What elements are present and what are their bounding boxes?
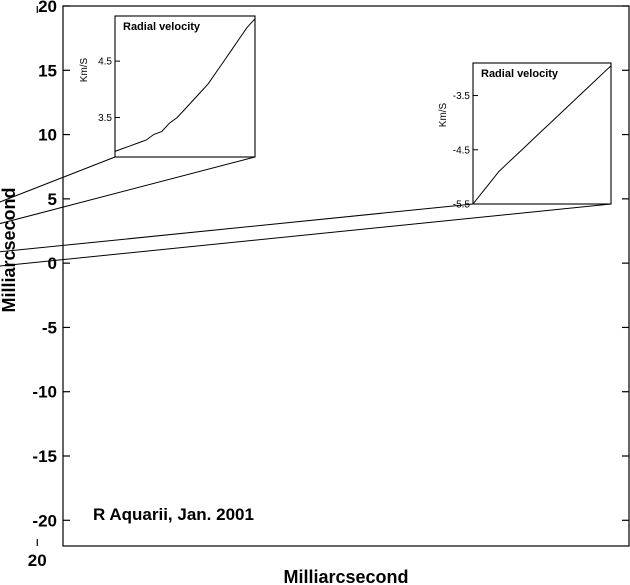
inset-pointer-left: [0, 203, 474, 253]
inset-tick-label: 3.5: [98, 113, 112, 124]
inset-tick-label: 4.5: [98, 57, 112, 68]
inset-pointer-left: [0, 156, 116, 203]
x-axis-title: Milliarcsecond: [283, 567, 408, 585]
inset-title: Radial velocity: [481, 68, 559, 80]
y-tick-label: 15: [38, 61, 57, 80]
y-tick-label: -10: [32, 383, 57, 402]
inset-velocity-curve: [472, 65, 612, 205]
inset-velocity-curve: [114, 18, 256, 152]
inset-pointer-right: [0, 203, 612, 267]
y-tick-label: 0: [48, 254, 57, 273]
inset-y-label: Km/S: [438, 102, 449, 127]
inset-frame: [114, 15, 256, 158]
y-tick-label: -5: [42, 318, 57, 337]
y-tick-label: 20: [38, 0, 57, 16]
x-tick-label: 20: [28, 551, 47, 570]
inset-tick-label: -3.5: [453, 91, 471, 102]
inset-frame: [472, 62, 612, 205]
inset-title: Radial velocity: [123, 21, 201, 33]
y-tick-label: -20: [32, 511, 57, 530]
inset-1: Radial velocity Km/S 4.5 3.5: [0, 15, 256, 225]
y-tick-label: 5: [48, 190, 57, 209]
source-annotation: R Aquarii, Jan. 2001: [93, 505, 254, 524]
y-axis: 20 15 10 5 0 -5 -10 -15 -20: [32, 0, 629, 530]
y-axis-title: Milliarcsecond: [0, 187, 19, 312]
inset-pointer-right: [0, 156, 256, 225]
inset-y-label: Km/S: [79, 57, 90, 82]
plot-frame: [62, 5, 630, 547]
inset-tick-label: -4.5: [453, 145, 471, 156]
y-tick-label: -15: [32, 447, 57, 466]
y-tick-label: 10: [38, 126, 57, 145]
